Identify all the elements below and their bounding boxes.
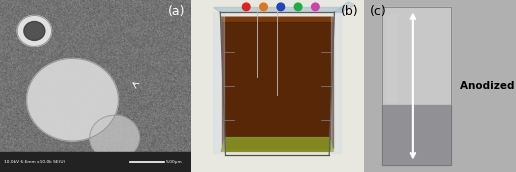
Polygon shape: [221, 138, 333, 151]
Circle shape: [294, 3, 302, 11]
Polygon shape: [222, 22, 333, 148]
Bar: [382, 105, 450, 165]
Bar: [382, 7, 450, 165]
Circle shape: [90, 115, 139, 160]
Polygon shape: [214, 7, 341, 12]
Circle shape: [312, 3, 319, 11]
Polygon shape: [331, 12, 341, 153]
Text: (a): (a): [168, 5, 186, 18]
Text: 10.0kV 6.6mm x10.0k SE(U): 10.0kV 6.6mm x10.0k SE(U): [4, 160, 65, 164]
Circle shape: [277, 3, 285, 11]
Polygon shape: [214, 12, 224, 153]
Circle shape: [17, 15, 52, 46]
Text: (c): (c): [370, 5, 386, 18]
Text: (b): (b): [341, 5, 359, 18]
Circle shape: [243, 3, 250, 11]
Bar: [382, 7, 450, 105]
Circle shape: [24, 22, 45, 40]
Bar: [386, 15, 396, 102]
Bar: [0, 152, 191, 172]
Circle shape: [260, 3, 267, 11]
Text: Anodized area: Anodized area: [460, 81, 516, 91]
Text: 5.00μm: 5.00μm: [166, 160, 183, 164]
Polygon shape: [221, 17, 333, 151]
Polygon shape: [334, 2, 355, 12]
Circle shape: [27, 58, 118, 141]
